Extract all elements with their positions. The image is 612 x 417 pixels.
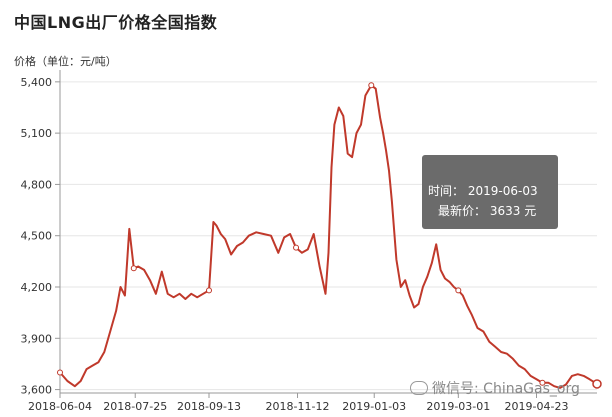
y-tick-label: 5,400 [21, 76, 53, 89]
x-tick-label: 2018-09-13 [177, 400, 241, 413]
price-series[interactable] [59, 84, 598, 389]
x-tick-label: 2018-07-25 [103, 400, 167, 413]
x-tick-label: 2019-01-03 [342, 400, 406, 413]
series-markers [57, 82, 602, 389]
data-point-marker [455, 287, 462, 294]
data-point-marker [206, 287, 213, 294]
active-data-point [592, 379, 602, 389]
x-tick-label: 2019-03-01 [426, 400, 490, 413]
data-point-marker [293, 244, 300, 251]
chart-title: 中国LNG出厂价格全国指数 [14, 13, 218, 32]
data-point-marker [539, 379, 546, 386]
hover-tooltip: 时间： 2019-06-03 最新价： 3633 元 [422, 155, 558, 229]
y-tick-label: 4,200 [21, 281, 53, 294]
y-tick-label: 4,500 [21, 230, 53, 243]
x-axis: 2018-06-04 2018-07-25 2018-09-13 2018-11-12… [28, 392, 597, 413]
data-point-marker [130, 265, 137, 272]
x-tick-label: 2018-11-12 [266, 400, 330, 413]
y-tick-label: 3,600 [21, 384, 53, 397]
tooltip-price-unit: 元 [524, 204, 537, 218]
y-tick-label: 4,800 [21, 178, 53, 191]
y-axis: 3,600 3,900 4,200 4,500 4,800 5,100 5,400 [21, 70, 61, 397]
y-tick-label: 5,100 [21, 127, 53, 140]
watermark: 微信号: ChinaGas_org [410, 378, 580, 398]
tooltip-price-value: 3633 [489, 204, 521, 218]
tooltip-price-label: 最新价： [438, 204, 487, 218]
data-point-marker [368, 82, 375, 89]
tooltip-time-label: 时间： [428, 184, 465, 198]
data-point-marker [57, 369, 63, 376]
y-axis-unit-label: 价格（单位：元/吨） [14, 55, 117, 68]
y-tick-label: 3,900 [21, 332, 53, 345]
series-line [59, 84, 598, 389]
tooltip-time-value: 2019-06-03 [467, 184, 538, 198]
x-tick-label: 2019-04-23 [505, 400, 569, 413]
watermark-text: 微信号: ChinaGas_org [432, 381, 580, 397]
grid-lines [60, 81, 597, 391]
x-tick-label: 2018-06-04 [28, 400, 92, 413]
wechat-icon [410, 381, 428, 395]
